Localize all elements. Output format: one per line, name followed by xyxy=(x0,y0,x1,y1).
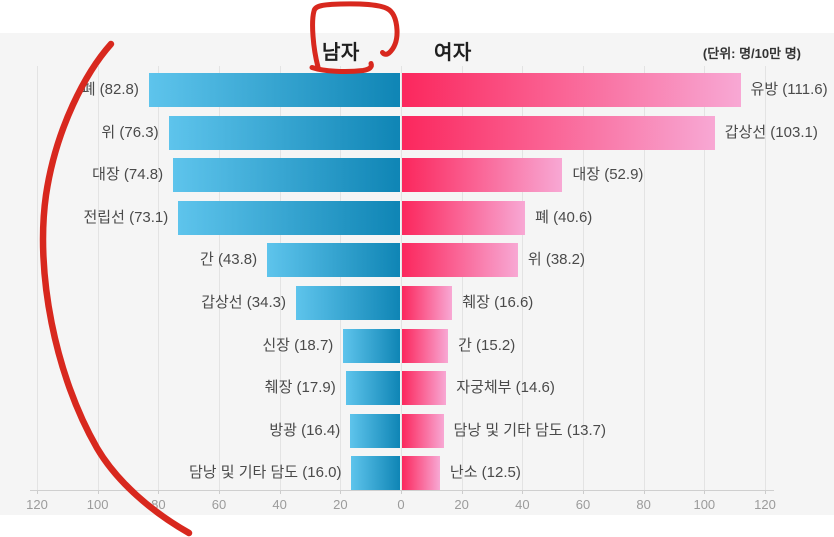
gridline xyxy=(97,66,99,490)
female-bar xyxy=(402,286,453,320)
male-bar-label: 전립선 (73.1) xyxy=(83,208,169,226)
gridline xyxy=(37,66,38,490)
gridline xyxy=(583,66,584,490)
male-bar xyxy=(168,115,400,150)
female-bar xyxy=(402,413,444,448)
male-bar-label: 대장 (74.8) xyxy=(92,166,164,184)
female-bar xyxy=(402,200,526,235)
male-bar-label: 폐 (82.8) xyxy=(81,81,139,98)
female-bar xyxy=(402,73,741,107)
gridline xyxy=(340,66,342,490)
male-series-title: 남자 xyxy=(322,42,360,64)
axis-tick xyxy=(765,490,766,494)
female-bar-label: 폐 (40.6) xyxy=(535,208,593,226)
axis-tick-label: 100 xyxy=(693,497,716,512)
female-bar xyxy=(402,328,449,363)
male-bar xyxy=(295,286,400,320)
axis-tick-label: 120 xyxy=(754,497,776,512)
axis-tick xyxy=(643,490,645,494)
axis-tick-label: 0 xyxy=(397,497,405,512)
axis-tick xyxy=(522,490,524,494)
axis-tick xyxy=(279,490,281,494)
gridline xyxy=(279,66,281,490)
female-bar xyxy=(402,115,715,150)
female-bar xyxy=(402,158,563,193)
axis-tick-label: 80 xyxy=(151,497,166,512)
axis-tick-label: 80 xyxy=(636,497,651,512)
gridline xyxy=(219,66,220,490)
gridline xyxy=(401,66,402,490)
unit-label: (단위: 명/10만 명) xyxy=(702,46,801,61)
male-bar xyxy=(350,413,400,448)
male-bar-label: 갑상선 (34.3) xyxy=(201,294,286,311)
axis-tick-label: 60 xyxy=(575,497,591,512)
axis-tick xyxy=(704,490,706,494)
gridline xyxy=(461,66,463,490)
female-bar-label: 췌장 (16.6) xyxy=(462,294,534,311)
axis-tick-label: 100 xyxy=(86,497,109,512)
male-bar xyxy=(351,456,400,491)
axis-tick xyxy=(219,490,220,494)
plot-area: 120 100 80 60 40 20 0 20 40 60 80 100 120 폐 (82.8) 유방 … xyxy=(26,66,828,512)
female-series-title: 여자 xyxy=(434,42,472,64)
female-bar-label: 대장 (52.9) xyxy=(572,166,644,184)
male-bar-label: 간 (43.8) xyxy=(199,251,258,269)
axis-tick xyxy=(37,490,38,494)
axis-tick-label: 40 xyxy=(515,497,530,512)
axis-tick xyxy=(583,490,584,494)
axis-tick xyxy=(401,490,402,494)
axis-tick-label: 20 xyxy=(454,497,469,512)
chart-panel: 남자 여자 (단위: 명/10만 명) 120 100 80 60 40 20 0 20 40 6… xyxy=(0,33,834,515)
male-bar-label: 췌장 (17.9) xyxy=(264,379,336,397)
male-bar xyxy=(343,328,400,363)
male-bar xyxy=(173,158,400,193)
male-bar xyxy=(178,200,400,235)
male-bar-label: 위 (76.3) xyxy=(101,123,159,141)
axis-tick-label: 40 xyxy=(272,497,287,512)
female-bar-label: 난소 (12.5) xyxy=(449,464,521,482)
axis-tick xyxy=(340,490,342,494)
female-bar-label: 위 (38.2) xyxy=(527,251,586,269)
male-bar-label: 담낭 및 기타 담도 (16.0) xyxy=(189,464,342,482)
female-bar xyxy=(402,371,447,406)
x-axis-line xyxy=(30,490,774,491)
axis-tick xyxy=(461,490,463,494)
gridline xyxy=(765,66,766,490)
axis-tick-label: 60 xyxy=(211,497,227,512)
female-bar-label: 간 (15.2) xyxy=(458,336,516,354)
male-bar-label: 신장 (18.7) xyxy=(262,336,334,354)
female-bar-label: 담낭 및 기타 담도 (13.7) xyxy=(453,421,607,439)
female-bar xyxy=(402,456,440,491)
axis-tick-label: 20 xyxy=(333,497,348,512)
female-bar-label: 유방 (111.6) xyxy=(750,81,828,98)
gridline xyxy=(643,66,645,490)
axis-tick-label: 120 xyxy=(26,497,48,512)
gridline xyxy=(522,66,524,490)
male-bar xyxy=(345,371,400,406)
female-bar xyxy=(402,243,518,278)
male-bar xyxy=(148,73,400,107)
female-bar-label: 자궁체부 (14.6) xyxy=(456,379,555,397)
male-bar-label: 방광 (16.4) xyxy=(269,421,341,439)
gridline xyxy=(704,66,706,490)
male-bar xyxy=(267,243,400,278)
female-bar-label: 갑상선 (103.1) xyxy=(724,123,818,141)
